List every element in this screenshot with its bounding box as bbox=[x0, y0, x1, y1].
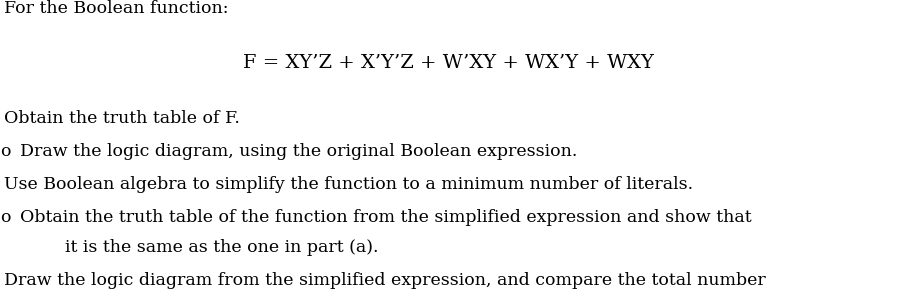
Text: o: o bbox=[0, 143, 11, 160]
Text: Use Boolean algebra to simplify the function to a minimum number of literals.: Use Boolean algebra to simplify the func… bbox=[4, 176, 692, 193]
Text: Obtain the truth table of F.: Obtain the truth table of F. bbox=[4, 110, 239, 127]
Text: Draw the logic diagram from the simplified expression, and compare the total num: Draw the logic diagram from the simplifi… bbox=[4, 272, 765, 289]
Text: Obtain the truth table of the function from the simplified expression and show t: Obtain the truth table of the function f… bbox=[20, 209, 752, 226]
Text: Draw the logic diagram, using the original Boolean expression.: Draw the logic diagram, using the origin… bbox=[20, 143, 577, 160]
Text: o: o bbox=[0, 209, 11, 226]
Text: it is the same as the one in part (a).: it is the same as the one in part (a). bbox=[65, 239, 378, 256]
Text: For the Boolean function:: For the Boolean function: bbox=[4, 0, 228, 17]
Text: F = XY’Z + X’Y’Z + W’XY + WX’Y + WXY: F = XY’Z + X’Y’Z + W’XY + WX’Y + WXY bbox=[243, 54, 654, 72]
